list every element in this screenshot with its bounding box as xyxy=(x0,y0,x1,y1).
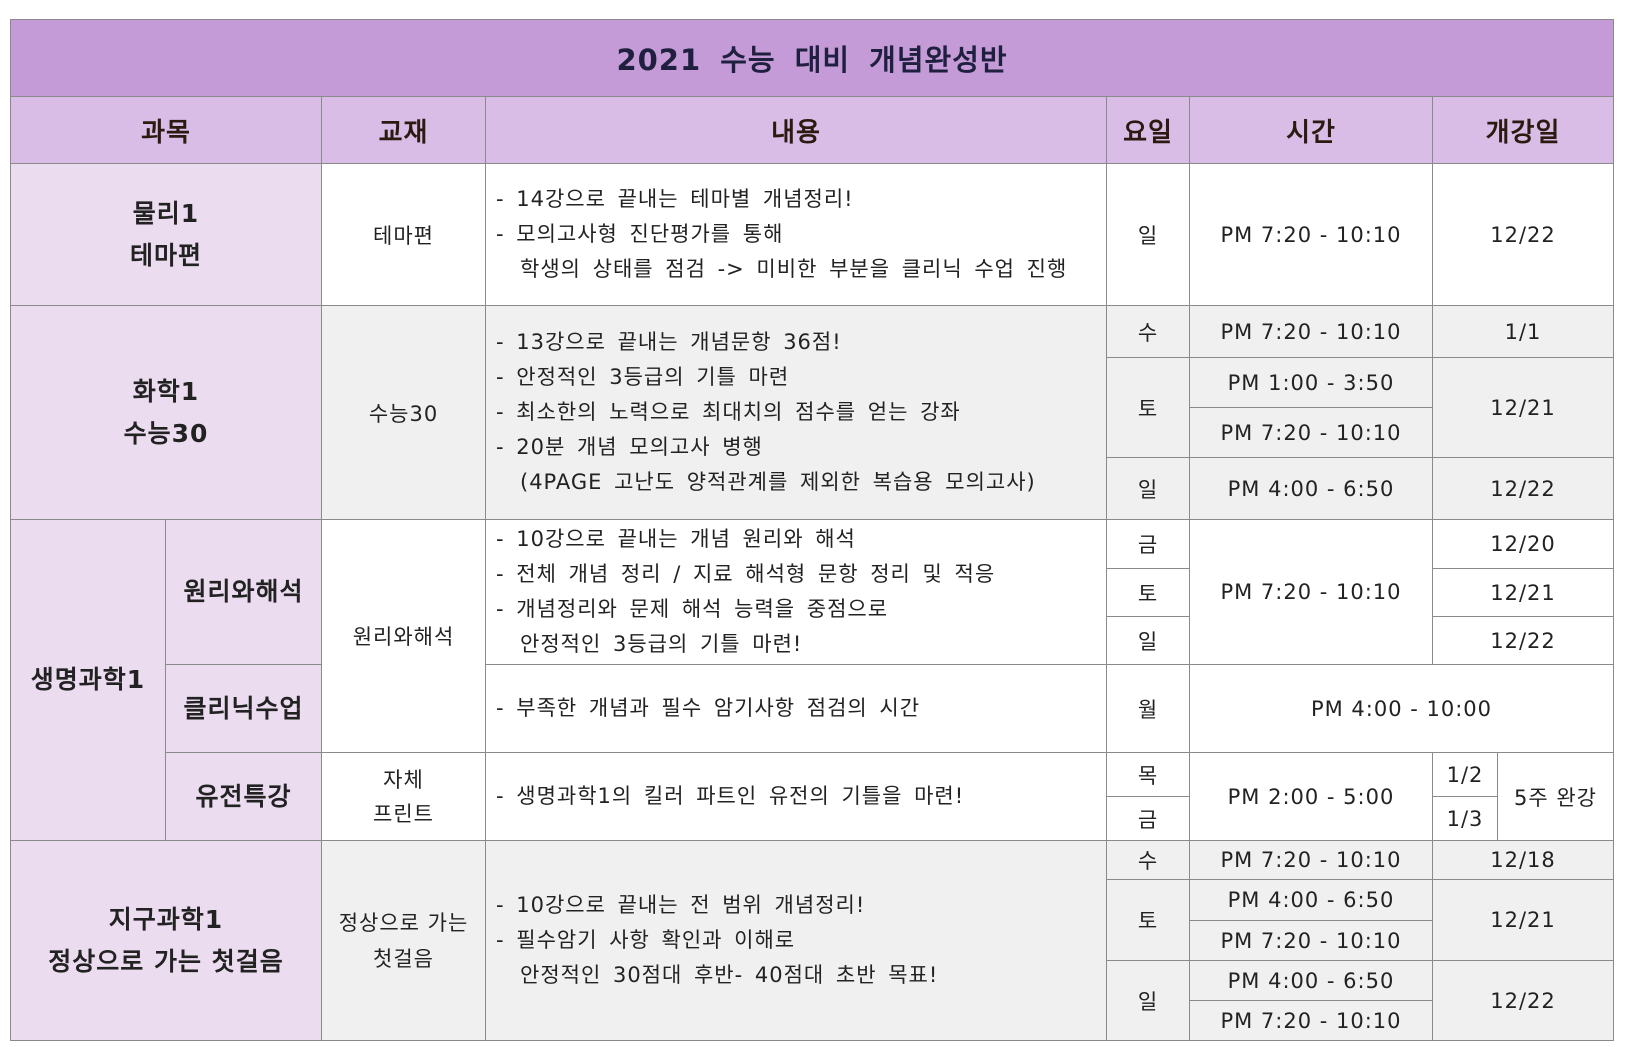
schedule-day: 금 xyxy=(1106,519,1190,569)
content-line: - 개념정리와 문제 해석 능력을 중점으로 xyxy=(496,597,889,621)
schedule-table: 2021 수능 대비 개념완성반 과목 교재 내용 요일 시간 개강일 물리1 … xyxy=(10,19,1614,1041)
content-line: 안정적인 30점대 후반- 40점대 초반 목표! xyxy=(520,963,939,987)
content-line: - 모의고사형 진단평가를 통해 xyxy=(496,222,784,246)
biology-genetics-content: - 생명과학1의 킬러 파트인 유전의 기틀을 마련! xyxy=(485,752,1107,841)
content-line: (4PAGE 고난도 양적관계를 제외한 복습용 모의고사) xyxy=(520,470,1036,494)
biology-subject: 생명과학1 xyxy=(10,519,166,841)
schedule-day: 금 xyxy=(1106,796,1190,841)
schedule-time: PM 7:20 - 10:10 xyxy=(1189,305,1433,358)
content-line: - 10강으로 끝내는 개념 원리와 해석 xyxy=(496,527,856,551)
subject-name: 물리1 xyxy=(132,198,200,228)
header-subject: 과목 xyxy=(10,96,322,164)
schedule-time: PM 1:00 - 3:50 xyxy=(1189,357,1433,408)
physics-day: 일 xyxy=(1106,163,1190,306)
schedule-start: 12/18 xyxy=(1432,840,1614,880)
earth-content: - 10강으로 끝내는 전 범위 개념정리! - 필수암기 사항 확인과 이해로… xyxy=(485,840,1107,1041)
schedule-day: 월 xyxy=(1106,664,1190,753)
schedule-time: PM 4:00 - 10:00 xyxy=(1189,664,1614,753)
subject-name: 지구과학1 xyxy=(108,904,224,934)
biology-genetics-name: 유전특강 xyxy=(165,752,322,841)
schedule-start: 12/22 xyxy=(1432,616,1614,665)
content-line: - 20분 개념 모의고사 병행 xyxy=(496,435,763,459)
schedule-time: PM 7:20 - 10:10 xyxy=(1189,407,1433,458)
header-time: 시간 xyxy=(1189,96,1433,164)
chemistry-subject: 화학1 수능30 xyxy=(10,305,322,520)
schedule-time: PM 7:20 - 10:10 xyxy=(1189,920,1433,961)
content-line: - 필수암기 사항 확인과 이해로 xyxy=(496,928,796,952)
schedule-start: 12/22 xyxy=(1432,457,1614,520)
header-content: 내용 xyxy=(485,96,1107,164)
earth-subject: 지구과학1 정상으로 가는 첫걸음 xyxy=(10,840,322,1041)
physics-row: 물리1 테마편 테마편 - 14강으로 끝내는 테마별 개념정리! - 모의고사… xyxy=(10,163,1614,306)
chemistry-content: - 13강으로 끝내는 개념문항 36점! - 안정적인 3등급의 기틀 마련 … xyxy=(485,305,1107,520)
schedule-day: 토 xyxy=(1106,568,1190,617)
schedule-time: PM 7:20 - 10:10 xyxy=(1189,840,1433,880)
subject-subtitle: 수능30 xyxy=(123,418,209,448)
schedule-day: 일 xyxy=(1106,457,1190,520)
header-day: 요일 xyxy=(1106,96,1190,164)
content-line: - 13강으로 끝내는 개념문항 36점! xyxy=(496,330,842,354)
biology-principle-name: 원리와해석 xyxy=(165,519,322,665)
schedule-time: PM 7:20 - 10:10 xyxy=(1189,519,1433,665)
schedule-time: PM 4:00 - 6:50 xyxy=(1189,457,1433,520)
schedule-time: PM 7:20 - 10:10 xyxy=(1189,1000,1433,1041)
content-line: - 최소한의 노력으로 최대치의 점수를 얻는 강좌 xyxy=(496,400,961,424)
schedule-day: 일 xyxy=(1106,616,1190,665)
content-line: - 전체 개념 정리 / 지료 해석형 문항 정리 및 적응 xyxy=(496,562,996,586)
schedule-start: 12/21 xyxy=(1432,357,1614,458)
subject-subtitle: 테마편 xyxy=(129,240,202,270)
schedule-time: PM 4:00 - 6:50 xyxy=(1189,960,1433,1001)
header-start-date: 개강일 xyxy=(1432,96,1614,164)
textbook-line: 정상으로 가는 xyxy=(338,910,469,935)
subject-subtitle: 정상으로 가는 첫걸음 xyxy=(48,946,284,976)
chemistry-textbook: 수능30 xyxy=(321,305,486,520)
physics-start: 12/22 xyxy=(1432,163,1614,306)
biology-genetics-textbook: 자체 프린트 xyxy=(321,752,486,841)
schedule-start: 1/3 xyxy=(1432,796,1498,841)
content-line: 학생의 상태를 점검 -> 미비한 부분을 클리닉 수업 진행 xyxy=(520,257,1068,281)
earth-textbook: 정상으로 가는 첫걸음 xyxy=(321,840,486,1041)
header-textbook: 교재 xyxy=(321,96,486,164)
physics-textbook: 테마편 xyxy=(321,163,486,306)
schedule-start: 12/21 xyxy=(1432,879,1614,961)
schedule-start: 12/22 xyxy=(1432,960,1614,1041)
subject-name: 화학1 xyxy=(132,376,200,406)
biology-clinic-content: - 부족한 개념과 필수 암기사항 점검의 시간 xyxy=(485,664,1107,753)
schedule-time: PM 4:00 - 6:50 xyxy=(1189,879,1433,921)
textbook-line: 자체 xyxy=(383,767,424,792)
biology-principle-textbook: 원리와해석 xyxy=(321,519,486,753)
schedule-day: 수 xyxy=(1106,840,1190,880)
course-duration: 5주 완강 xyxy=(1497,752,1614,841)
textbook-line: 첫걸음 xyxy=(373,946,434,971)
schedule-day: 목 xyxy=(1106,752,1190,797)
schedule-start: 12/21 xyxy=(1432,568,1614,617)
table-title: 2021 수능 대비 개념완성반 xyxy=(10,19,1614,97)
physics-content: - 14강으로 끝내는 테마별 개념정리! - 모의고사형 진단평가를 통해 학… xyxy=(485,163,1107,306)
schedule-day: 토 xyxy=(1106,357,1190,458)
schedule-day: 토 xyxy=(1106,879,1190,961)
content-line: - 14강으로 끝내는 테마별 개념정리! xyxy=(496,187,854,211)
physics-subject: 물리1 테마편 xyxy=(10,163,322,306)
textbook-line: 프린트 xyxy=(373,801,434,826)
physics-time: PM 7:20 - 10:10 xyxy=(1189,163,1433,306)
schedule-start: 12/20 xyxy=(1432,519,1614,569)
schedule-start: 1/2 xyxy=(1432,752,1498,797)
schedule-day: 수 xyxy=(1106,305,1190,358)
schedule-day: 일 xyxy=(1106,960,1190,1041)
schedule-start: 1/1 xyxy=(1432,305,1614,358)
content-line: - 10강으로 끝내는 전 범위 개념정리! xyxy=(496,893,866,917)
content-line: - 안정적인 3등급의 기틀 마련 xyxy=(496,365,790,389)
biology-clinic-name: 클리닉수업 xyxy=(165,664,322,753)
biology-principle-content: - 10강으로 끝내는 개념 원리와 해석 - 전체 개념 정리 / 지료 해석… xyxy=(485,519,1107,665)
schedule-time: PM 2:00 - 5:00 xyxy=(1189,752,1433,841)
content-line: 안정적인 3등급의 기틀 마련! xyxy=(520,632,803,656)
